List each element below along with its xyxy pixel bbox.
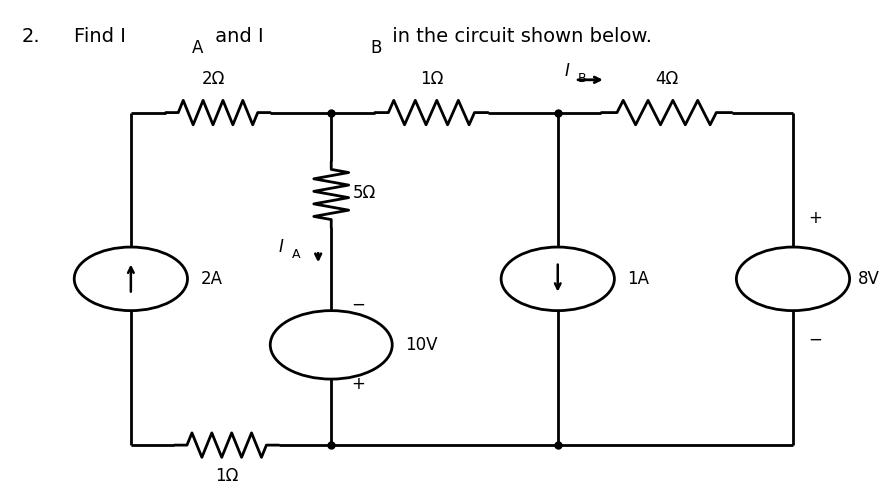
Text: 5Ω: 5Ω <box>353 184 376 202</box>
Text: 2.: 2. <box>22 27 41 46</box>
Text: 10V: 10V <box>405 336 437 354</box>
Text: +: + <box>351 375 365 393</box>
Text: and I: and I <box>209 27 264 46</box>
Text: A: A <box>292 248 300 261</box>
Text: in the circuit shown below.: in the circuit shown below. <box>386 27 653 46</box>
Text: 4Ω: 4Ω <box>655 70 678 88</box>
Text: A: A <box>192 39 204 57</box>
Text: −: − <box>809 331 822 349</box>
Text: B: B <box>371 39 381 57</box>
Text: B: B <box>578 72 587 85</box>
Text: 1A: 1A <box>628 270 650 288</box>
Text: I: I <box>279 238 284 256</box>
Text: 1Ω: 1Ω <box>215 467 238 485</box>
Text: 8V: 8V <box>859 270 880 288</box>
Text: Find I: Find I <box>75 27 126 46</box>
Text: I: I <box>565 62 570 80</box>
Text: 2A: 2A <box>201 270 222 288</box>
Text: +: + <box>809 209 822 227</box>
Text: 1Ω: 1Ω <box>420 70 443 88</box>
Text: 2Ω: 2Ω <box>202 70 225 88</box>
Text: −: − <box>351 295 365 313</box>
